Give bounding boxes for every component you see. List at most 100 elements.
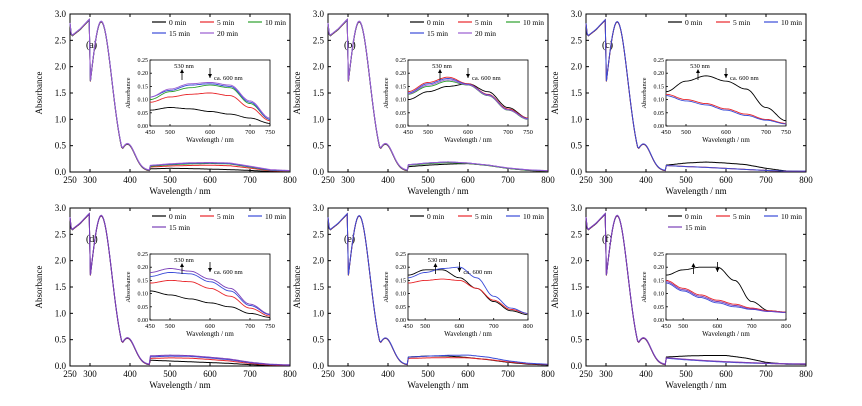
inset-series-line [150, 279, 271, 317]
x-tick-label: 800 [799, 369, 813, 379]
annotation-530: 530 nm [174, 63, 194, 70]
legend-label: 10 min [265, 18, 286, 27]
legend-label: 0 min [427, 212, 445, 221]
inset-y-tick-label: 0.20 [138, 265, 149, 271]
inset: 450 500 600 700 750 0.00 0.05 0.10 0.15 0.20 0.25 W… [125, 252, 275, 338]
panel-label: (f) [602, 234, 612, 245]
legend-label: 10 min [523, 212, 544, 221]
legend-label: 5 min [733, 212, 751, 221]
arrow-head-530 [696, 69, 700, 73]
y-tick-label: 3.0 [55, 203, 67, 213]
inset-series-line [665, 281, 786, 313]
inset-x-tick-label: 500 [165, 323, 175, 330]
inset-x-tick-label: 750 [781, 129, 791, 136]
inset-x-tick-label: 750 [265, 323, 275, 330]
x-tick-label: 600 [203, 175, 217, 185]
arrow-head-530 [180, 69, 184, 73]
legend-label: 5 min [475, 212, 493, 221]
y-tick-label: 0.0 [313, 167, 325, 177]
series-line [327, 18, 548, 172]
inset-y-tick-label: 0.20 [654, 71, 665, 77]
inset: 450 500 600 700 750 0.00 0.05 0.10 0.15 0.20 0.25 W… [383, 58, 533, 144]
panel-label: (e) [344, 234, 355, 245]
y-tick-label: 3.0 [571, 203, 583, 213]
annotation-530: 530 nm [690, 63, 710, 70]
x-tick-label: 500 [679, 369, 693, 379]
inset-y-tick-label: 0.25 [396, 252, 407, 258]
y-tick-label: 0.5 [55, 141, 67, 151]
inset-series-line [149, 81, 271, 119]
inset-y-axis-label: Absorbance [641, 77, 648, 108]
x-axis-label: Wavelength / nm [407, 380, 468, 390]
inset-x-tick-label: 500 [420, 323, 430, 330]
legend-label: 0 min [427, 18, 445, 27]
inset-y-tick-label: 0.15 [654, 278, 665, 284]
inset-x-tick-label: 700 [245, 129, 255, 136]
y-tick-label: 0.5 [55, 335, 67, 345]
inset-y-tick-label: 0.20 [138, 71, 149, 77]
x-tick-label: 300 [83, 369, 97, 379]
inset-x-axis-label: Wavelength / nm [702, 330, 750, 338]
inset-y-tick-label: 0.05 [654, 305, 665, 311]
y-tick-label: 1.5 [571, 88, 583, 98]
inset-y-tick-label: 0.15 [396, 84, 407, 90]
legend-label: 10 min [781, 212, 802, 221]
inset-series-line [665, 95, 787, 125]
x-tick-label: 600 [461, 369, 475, 379]
arrow-head-530 [438, 69, 442, 73]
x-axis-label: Wavelength / nm [407, 186, 468, 196]
x-tick-label: 400 [381, 369, 395, 379]
inset-x-tick-label: 600 [713, 323, 723, 330]
annotation-530: 530 nm [428, 257, 448, 264]
x-tick-label: 700 [243, 175, 257, 185]
y-tick-label: 0.5 [571, 141, 583, 151]
inset-x-tick-label: 700 [489, 323, 499, 330]
x-tick-label: 300 [599, 369, 613, 379]
inset-x-tick-label: 750 [265, 129, 275, 136]
x-tick-label: 800 [799, 175, 813, 185]
y-tick-label: 1.0 [55, 308, 67, 318]
inset-y-tick-label: 0.05 [396, 305, 407, 311]
legend-label: 5 min [217, 212, 235, 221]
y-tick-label: 0.5 [313, 141, 325, 151]
x-tick-label: 250 [579, 369, 593, 379]
y-tick-label: 2.0 [55, 256, 67, 266]
inset-x-tick-label: 450 [661, 129, 671, 136]
inset-x-tick-label: 500 [678, 323, 688, 330]
inset-y-tick-label: 0.25 [396, 58, 407, 64]
y-axis-label: Absorbance [34, 266, 44, 309]
inset-series-line [665, 93, 787, 124]
inset-y-axis-label: Absorbance [383, 77, 390, 108]
x-tick-label: 300 [83, 175, 97, 185]
series-line [585, 212, 806, 365]
inset-x-tick-label: 600 [205, 323, 215, 330]
legend-label: 0 min [169, 212, 187, 221]
inset-x-tick-label: 600 [205, 129, 215, 136]
x-tick-label: 600 [719, 175, 733, 185]
annotation-600: ca. 600 nm [463, 269, 492, 276]
inset-y-tick-label: 0.05 [396, 111, 407, 117]
x-axis-label: Wavelength / nm [149, 186, 210, 196]
x-tick-label: 400 [639, 369, 653, 379]
panel-c: 250 300 400 500 600 700 800 0.0 0.5 1.0 1.5 2.0 2.5 3… [550, 9, 813, 196]
inset-x-tick-label: 450 [403, 129, 413, 136]
inset: 450 500 600 700 750 0.00 0.05 0.10 0.15 0.20 0.25 W… [125, 58, 275, 144]
x-tick-label: 600 [461, 175, 475, 185]
x-tick-label: 400 [381, 175, 395, 185]
arrow-head-600 [715, 268, 720, 272]
inset-y-tick-label: 0.00 [396, 124, 407, 130]
x-tick-label: 400 [639, 175, 653, 185]
annotation-530: 530 nm [432, 63, 452, 70]
y-axis-label: Absorbance [292, 266, 302, 309]
y-tick-label: 3.0 [55, 9, 67, 19]
inset-frame [407, 253, 529, 321]
inset-y-axis-label: Absorbance [383, 271, 390, 302]
inset-y-tick-label: 0.10 [396, 98, 407, 104]
y-tick-label: 1.5 [571, 282, 583, 292]
inset-x-tick-label: 450 [145, 129, 155, 136]
y-tick-label: 1.0 [571, 308, 583, 318]
x-tick-label: 800 [283, 369, 297, 379]
arrow-head-600 [208, 74, 212, 78]
arrow-head-600 [724, 74, 728, 78]
x-tick-label: 500 [679, 175, 693, 185]
